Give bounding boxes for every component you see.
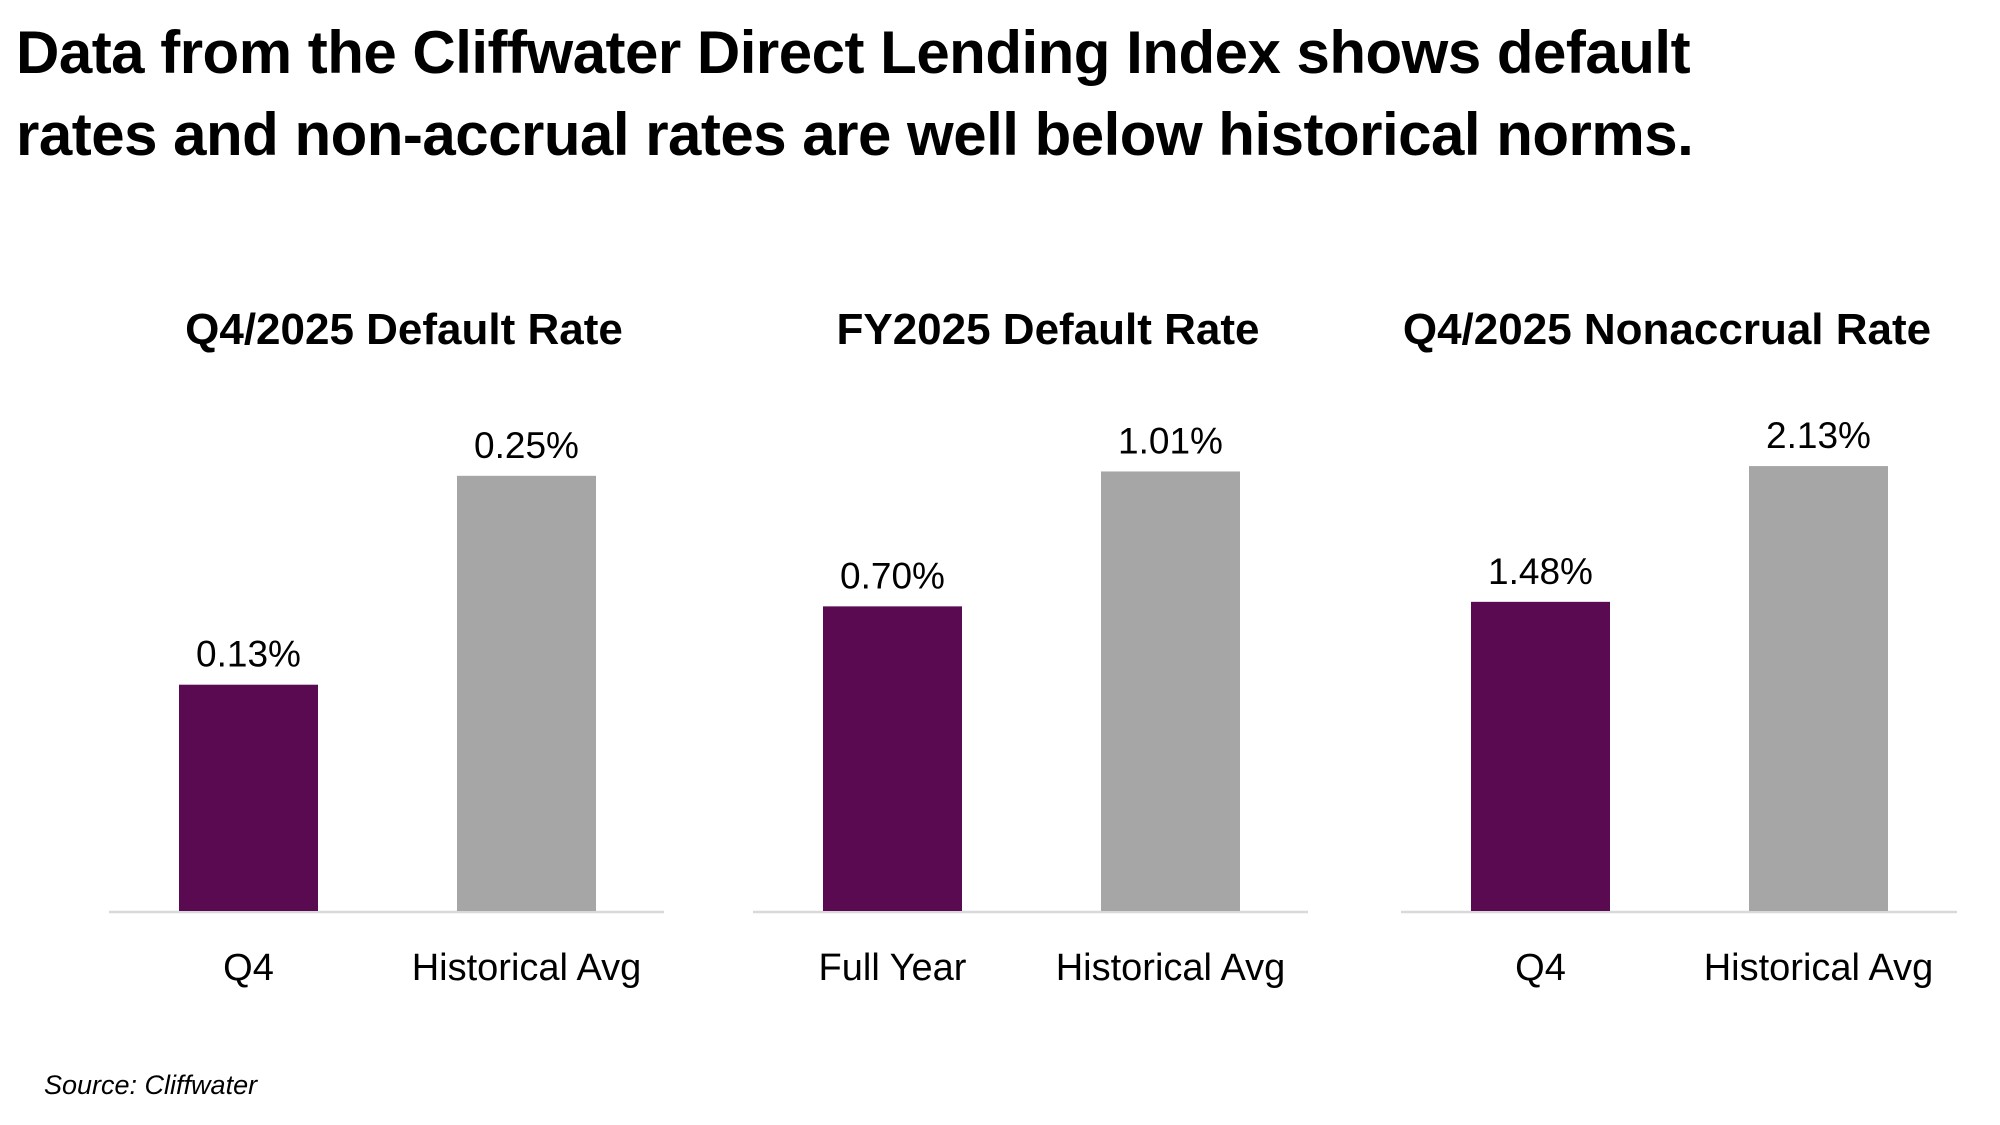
headline-line-2: rates and non-accrual rates are well bel… (16, 101, 1694, 168)
bar-current (1471, 601, 1610, 911)
bar-current (823, 606, 962, 911)
data-label: 1.01% (1118, 420, 1223, 461)
data-label: 0.70% (840, 555, 945, 596)
bar-historical (1101, 471, 1240, 911)
data-label: 0.25% (474, 425, 579, 466)
data-label: 2.13% (1766, 415, 1871, 456)
bar-historical (1749, 466, 1888, 911)
bar-historical (457, 475, 596, 911)
category-label: Q4 (223, 947, 274, 989)
chart-title: Q4/2025 Nonaccrual Rate (1403, 305, 1931, 354)
category-label: Historical Avg (1056, 947, 1286, 989)
chart-title: FY2025 Default Rate (836, 305, 1259, 354)
data-label: 1.48% (1488, 551, 1593, 592)
category-label: Historical Avg (1704, 947, 1934, 989)
bar-current (179, 684, 318, 911)
category-label: Historical Avg (412, 947, 642, 989)
data-label: 0.13% (196, 634, 301, 675)
headline: Data from the Cliffwater Direct Lending … (16, 12, 1976, 176)
chart-title: Q4/2025 Default Rate (185, 305, 623, 354)
source-note: Source: Cliffwater (44, 1070, 258, 1100)
category-label: Full Year (819, 947, 967, 989)
headline-line-1: Data from the Cliffwater Direct Lending … (16, 19, 1691, 86)
category-label: Q4 (1515, 947, 1566, 989)
